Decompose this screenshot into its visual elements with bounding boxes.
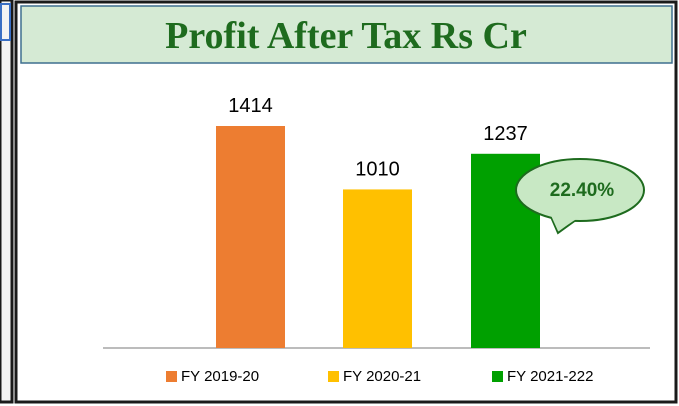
annotation: 22.40% bbox=[550, 180, 615, 201]
data-label: 1237 bbox=[483, 123, 528, 145]
legend-swatch bbox=[492, 371, 503, 382]
legend-label: FY 2019-20 bbox=[181, 368, 259, 385]
chart-title: Profit After Tax Rs Cr bbox=[165, 15, 527, 57]
data-label: 1414 bbox=[228, 95, 273, 117]
side-panel-tab bbox=[0, 3, 11, 41]
title-band bbox=[20, 5, 673, 64]
data-label: 1010 bbox=[355, 158, 400, 180]
side-panel bbox=[0, 0, 14, 404]
bar bbox=[216, 126, 285, 348]
legend-swatch bbox=[166, 371, 177, 382]
callout-join bbox=[549, 211, 578, 231]
callout-bubble bbox=[515, 158, 645, 222]
callout: 22.40% bbox=[515, 158, 645, 235]
legend-label: FY 2021-222 bbox=[507, 368, 593, 385]
bar bbox=[343, 189, 412, 348]
legend-label: FY 2020-21 bbox=[343, 368, 421, 385]
legend-swatch bbox=[328, 371, 339, 382]
